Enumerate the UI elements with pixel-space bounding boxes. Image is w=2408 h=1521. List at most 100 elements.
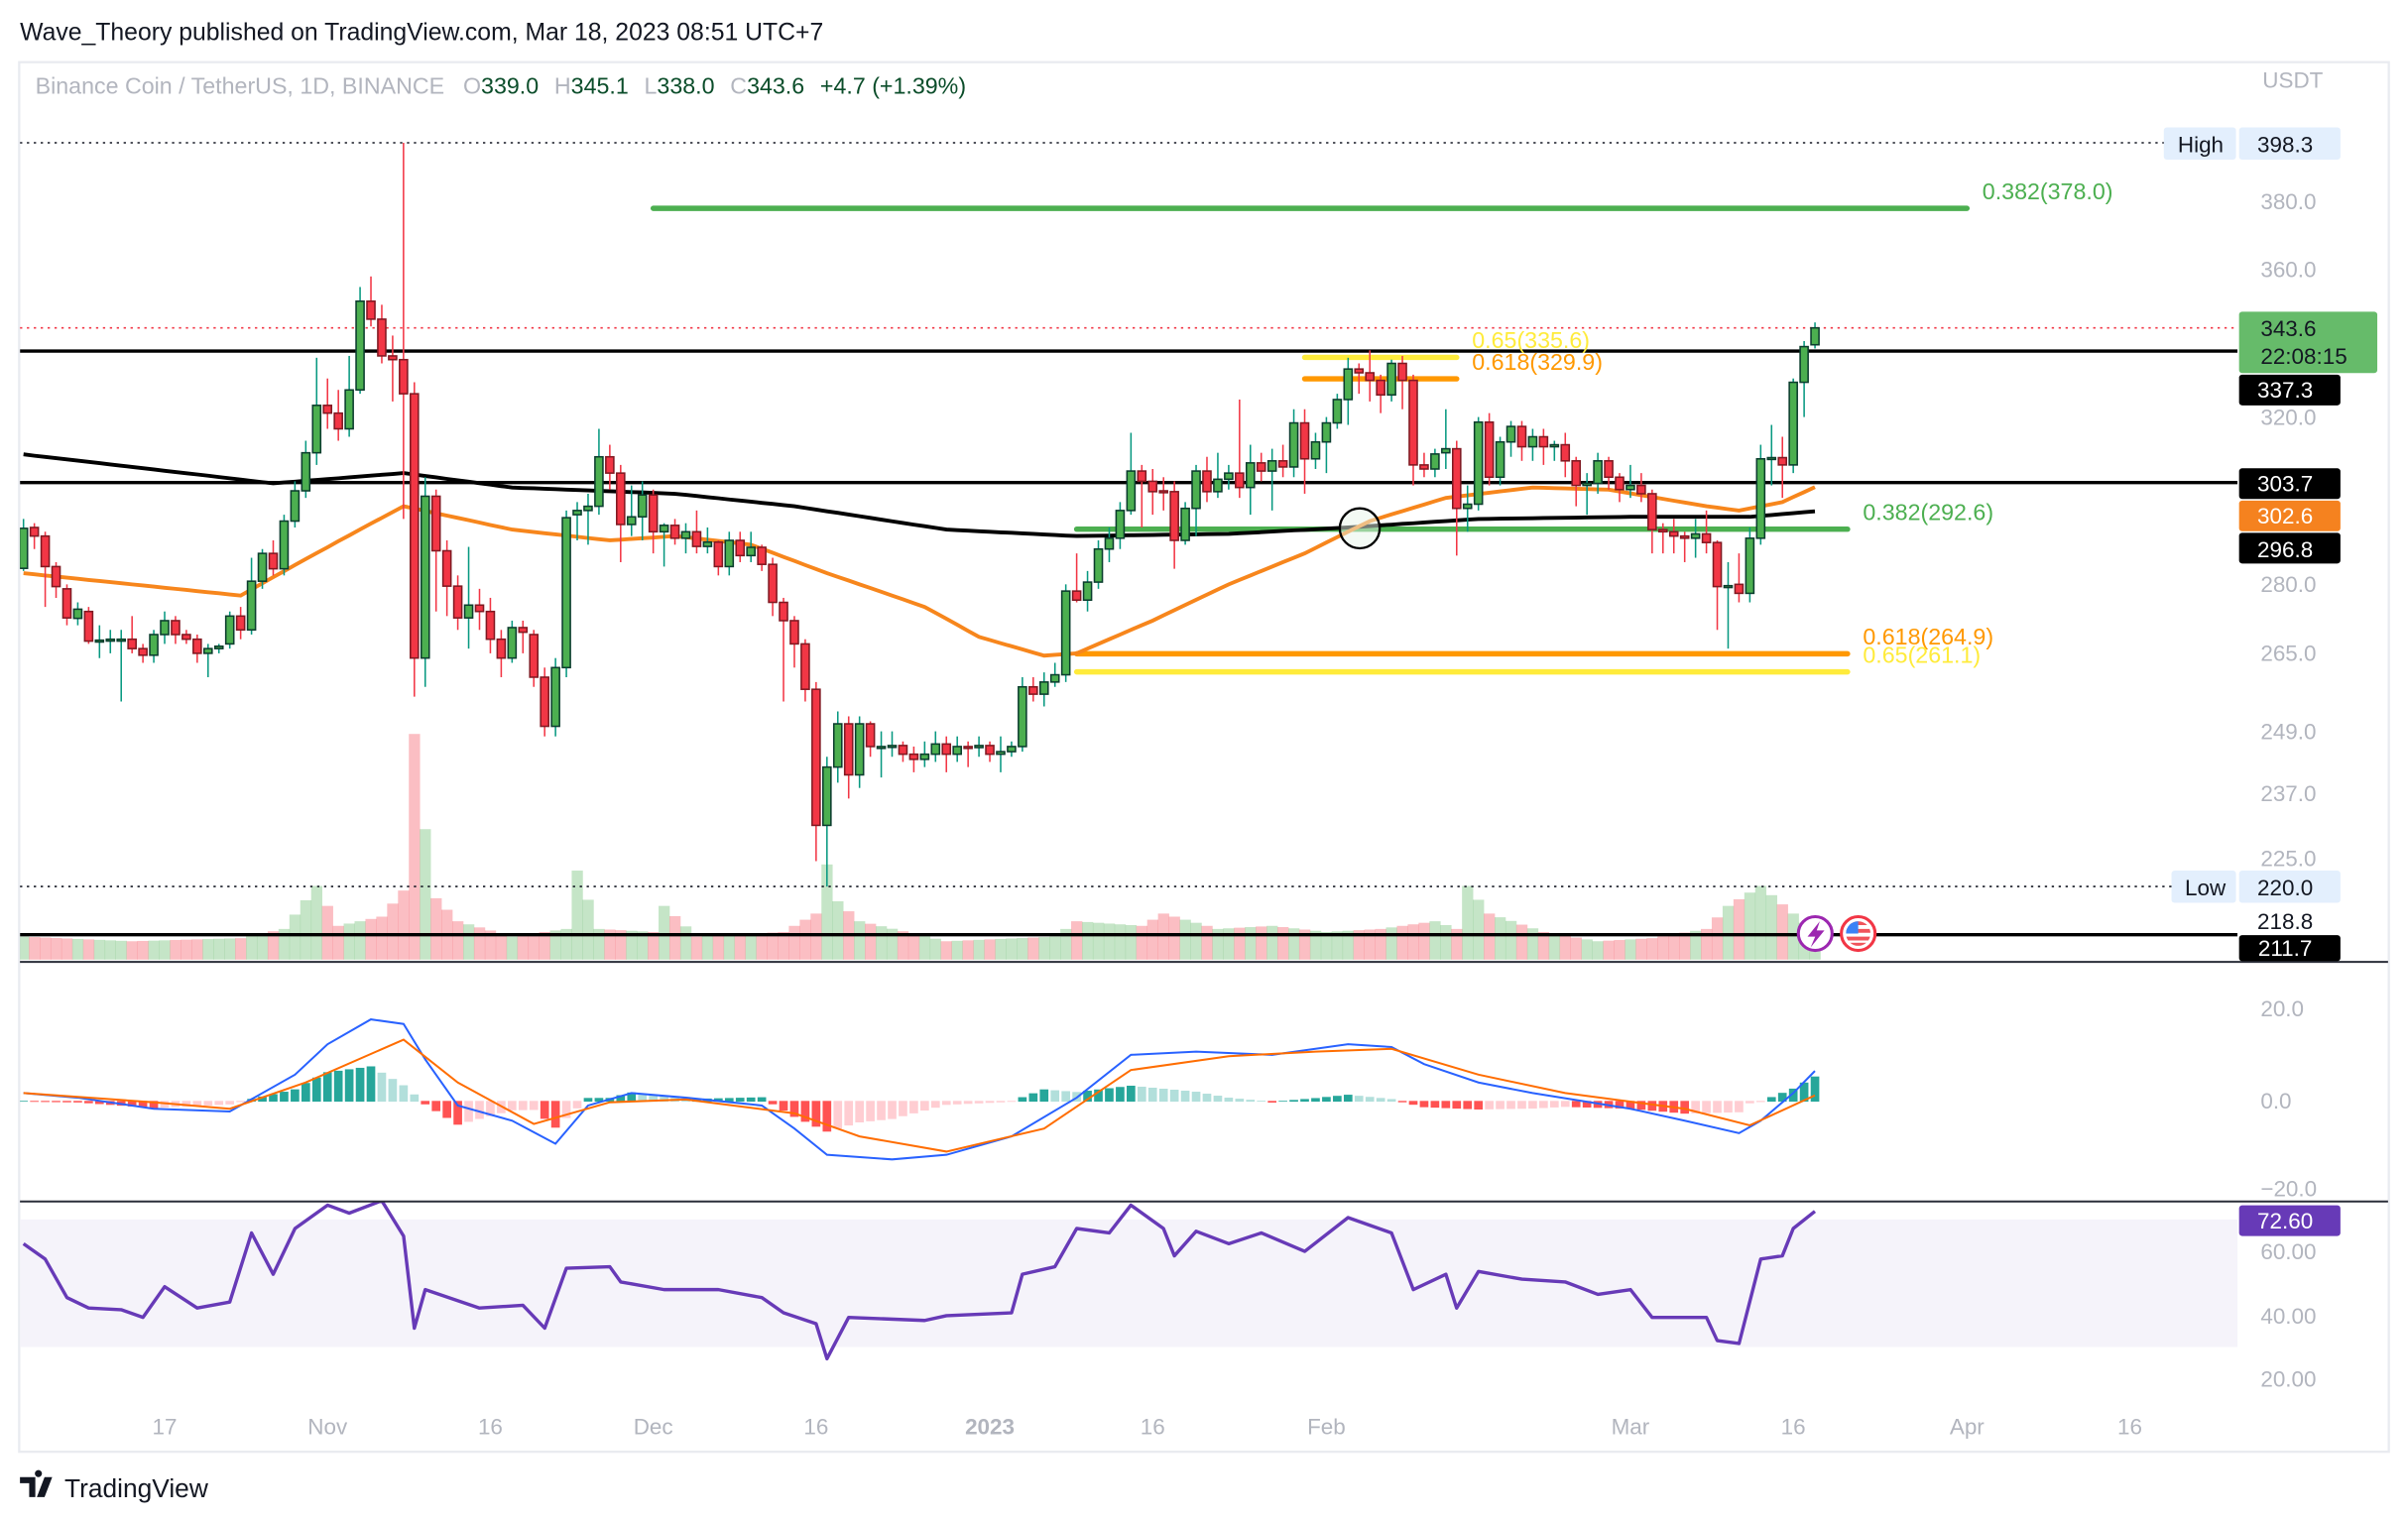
candle: [1451, 440, 1462, 556]
volume-bar: [582, 899, 594, 960]
candle-body: [366, 299, 376, 320]
candle: [1516, 420, 1527, 461]
candle-body: [854, 723, 865, 776]
tradingview-logo[interactable]: TradingView: [20, 1469, 209, 1503]
candle: [160, 611, 170, 644]
volume-bar: [1722, 905, 1735, 960]
candle-body: [1408, 379, 1418, 466]
candle-body: [203, 647, 213, 654]
lightning-icon[interactable]: [1796, 914, 1834, 953]
rsi-line: [22, 1202, 1817, 1361]
volume-bar: [1559, 935, 1571, 960]
macd-histogram-bar: [333, 1070, 343, 1103]
us-flag-icon[interactable]: [1840, 914, 1877, 953]
time-tick: 16: [2117, 1414, 2142, 1439]
volume-bar: [1592, 941, 1604, 960]
candle-body: [616, 472, 626, 526]
candle: [452, 575, 463, 631]
volume-bar: [1484, 913, 1496, 960]
candle: [1777, 436, 1788, 499]
price-tick: 265.0: [2260, 642, 2316, 666]
candle: [583, 493, 593, 545]
macd-histogram-bar: [518, 1101, 528, 1111]
publisher-line: Wave_Theory published on TradingView.com…: [20, 19, 823, 46]
macd-histogram-bar: [1419, 1101, 1429, 1108]
volume-bar: [778, 931, 789, 960]
volume-bar: [1646, 938, 1658, 960]
candle: [333, 390, 343, 441]
candle-body: [1679, 534, 1690, 539]
candle-body: [94, 639, 105, 644]
macd-histogram-bar: [280, 1092, 289, 1103]
volume-bar: [1625, 939, 1636, 960]
volume-bar: [1635, 938, 1647, 960]
rsi-axis[interactable]: 72.60 60.00 40.00 20.00: [2238, 1205, 2341, 1392]
candle-body: [171, 620, 181, 636]
candle-body: [1180, 507, 1190, 541]
macd-histogram-bar: [660, 1096, 668, 1103]
candle-body: [127, 638, 137, 649]
candle-body: [713, 540, 724, 568]
volume-bar: [1201, 925, 1213, 960]
candle: [1441, 409, 1451, 470]
candle: [1104, 526, 1115, 562]
macd-histogram-bar: [1746, 1101, 1754, 1104]
candle-body: [561, 517, 571, 669]
volume-bar: [821, 864, 833, 960]
macd-histogram-bar: [1083, 1091, 1092, 1103]
candle-body: [768, 563, 778, 604]
macd-histogram-bar: [1735, 1101, 1744, 1112]
candle-body: [160, 620, 170, 636]
candle-body: [518, 627, 529, 634]
candle: [540, 667, 549, 737]
volume-bar: [387, 903, 399, 960]
volume-bar: [20, 936, 30, 960]
candle: [1049, 662, 1060, 687]
volume-bar: [310, 885, 323, 960]
crossover-circle-marker: [1338, 507, 1382, 550]
macd-histogram-bar: [583, 1098, 593, 1103]
time-axis[interactable]: 17 Nov 16 Dec 16 2023 16 Feb Mar 16 Apr 16: [153, 1414, 2142, 1439]
candle-body: [930, 743, 941, 756]
ema200-value: 296.8: [2257, 537, 2313, 562]
macd-histogram-bar: [540, 1101, 549, 1119]
candle: [61, 584, 72, 626]
fibonacci-levels: 0.382(378.0) 0.65(335.6)0.618(329.9) 0.382…: [650, 178, 2112, 675]
footer-brand: TradingView: [64, 1473, 209, 1503]
candle: [1505, 420, 1516, 457]
macd-signal-line: [23, 1038, 1816, 1153]
price-axis[interactable]: USDT 380.0 360.0 320.0 280.0 265.0 249.0 237.0…: [2163, 67, 2378, 962]
macd-histogram-bar: [1094, 1089, 1103, 1103]
candle-body: [399, 358, 409, 395]
macd-histogram-bar: [1517, 1101, 1526, 1110]
high-value: 345.1: [571, 72, 629, 98]
volume-bar: [810, 913, 822, 960]
macd-histogram-bar: [1713, 1101, 1722, 1113]
macd-histogram-bar: [616, 1095, 626, 1103]
candle: [1277, 444, 1288, 478]
candle: [1484, 412, 1495, 486]
macd-histogram-bar: [464, 1101, 473, 1122]
volume-bar: [1038, 937, 1050, 960]
volume-bar: [659, 905, 670, 960]
volume-bar: [799, 919, 811, 960]
candle: [1593, 452, 1603, 494]
volume-bar: [29, 937, 41, 960]
candle: [366, 276, 376, 327]
rsi-value: 72.60: [2257, 1209, 2313, 1233]
candle-body: [1321, 421, 1332, 443]
macd-histogram-bar: [399, 1085, 409, 1103]
candle: [1810, 322, 1820, 349]
macd-axis[interactable]: 20.0 0.0 −20.0: [2260, 996, 2317, 1201]
candle-body: [257, 552, 268, 582]
candle-body: [29, 526, 40, 537]
candle-body: [540, 676, 549, 728]
candle: [1071, 553, 1082, 603]
volume-bar: [1418, 922, 1430, 960]
candle: [1745, 526, 1755, 603]
macd-histogram-bar: [1571, 1101, 1581, 1108]
macd-histogram-bar: [1560, 1101, 1570, 1108]
macd-histogram-bar: [1105, 1088, 1114, 1103]
time-tick: Mar: [1612, 1414, 1650, 1439]
volume-bar: [571, 871, 583, 960]
